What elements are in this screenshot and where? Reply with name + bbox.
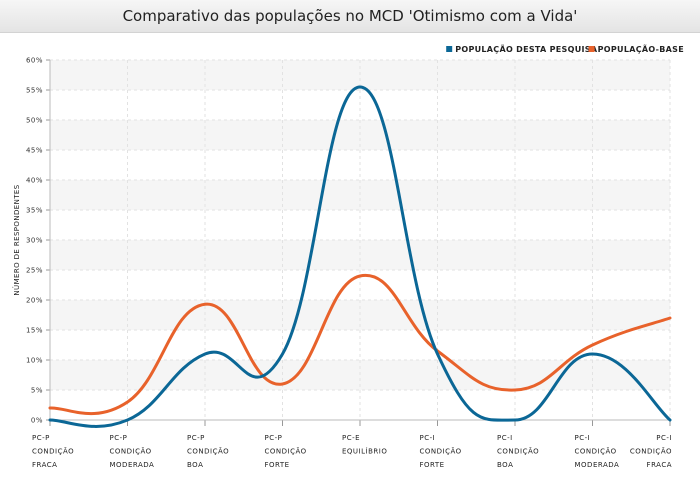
x-tick-label: FRACA bbox=[647, 461, 672, 469]
x-tick-label: CONDIÇÃO bbox=[110, 447, 152, 456]
legend-swatch bbox=[588, 46, 595, 52]
legend-label: POPULAÇÃO-BASE bbox=[598, 44, 684, 54]
y-tick-label: 50% bbox=[26, 117, 43, 125]
x-tick-label: EQUILÍBRIO bbox=[342, 447, 387, 456]
legend-swatch bbox=[446, 46, 453, 52]
y-tick-label: 30% bbox=[26, 237, 43, 245]
x-tick-label: BOA bbox=[187, 461, 203, 469]
x-tick-label: PC-I bbox=[420, 434, 436, 442]
y-axis-label: NÚMERO DE RESPONDENTES bbox=[12, 184, 21, 295]
x-tick-label: PC-P bbox=[187, 434, 205, 442]
x-tick-label: PC-I bbox=[497, 434, 513, 442]
y-tick-label: 55% bbox=[26, 87, 43, 95]
x-tick-label: PC-E bbox=[342, 434, 360, 442]
x-tick-label: CONDIÇÃO bbox=[497, 447, 539, 456]
x-tick-label: MODERADA bbox=[575, 461, 620, 469]
x-tick-label: FORTE bbox=[420, 461, 445, 469]
y-tick-label: 10% bbox=[26, 357, 43, 365]
x-tick-label: PC-I bbox=[656, 434, 672, 442]
y-tick-label: 5% bbox=[31, 387, 43, 395]
y-tick-label: 60% bbox=[26, 57, 43, 65]
y-tick-label: 25% bbox=[26, 267, 43, 275]
chart-title: Comparativo das populações no MCD 'Otimi… bbox=[0, 0, 700, 33]
x-tick-label: PC-P bbox=[32, 434, 50, 442]
x-tick-label: CONDIÇÃO bbox=[32, 447, 74, 456]
series-line-base bbox=[48, 273, 672, 416]
x-tick-label: FORTE bbox=[265, 461, 290, 469]
y-tick-label: 20% bbox=[26, 297, 43, 305]
y-tick-label: 15% bbox=[26, 327, 43, 335]
x-tick-label: PC-P bbox=[265, 434, 283, 442]
y-tick-label: 45% bbox=[26, 147, 43, 155]
x-tick-label: MODERADA bbox=[110, 461, 155, 469]
x-tick-label: CONDIÇÃO bbox=[420, 447, 462, 456]
x-tick-label: CONDIÇÃO bbox=[265, 447, 307, 456]
y-tick-label: 0% bbox=[31, 417, 43, 425]
series-line-pesquisa bbox=[48, 85, 672, 428]
legend-label: POPULAÇÃO DESTA PESQUISA bbox=[455, 44, 598, 54]
x-tick-label: PC-I bbox=[575, 434, 591, 442]
y-tick-label: 40% bbox=[26, 177, 43, 185]
x-tick-label: CONDIÇÃO bbox=[575, 447, 617, 456]
y-tick-label: 35% bbox=[26, 207, 43, 215]
x-tick-label: BOA bbox=[497, 461, 513, 469]
x-tick-label: CONDIÇÃO bbox=[187, 447, 229, 456]
x-tick-label: PC-P bbox=[110, 434, 128, 442]
x-tick-label: CONDIÇÃO bbox=[630, 447, 672, 456]
x-tick-label: FRACA bbox=[32, 461, 57, 469]
